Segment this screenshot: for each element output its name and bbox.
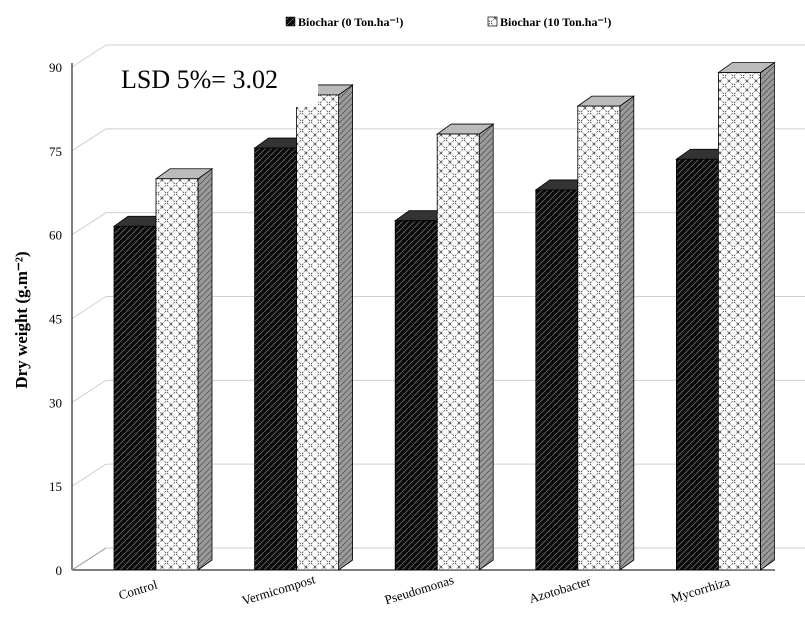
bar-side-light — [619, 95, 635, 571]
bar-light-azotobacter — [577, 105, 621, 571]
x-tick-label: Control — [117, 577, 160, 603]
x-tick-label: Pseudomonas — [383, 572, 456, 607]
x-tick-label: Vermicompost — [240, 571, 317, 608]
bar-dark-pseudomonas — [394, 220, 438, 571]
annotation-background — [112, 55, 318, 107]
y-tick-label: 90 — [49, 60, 62, 75]
bar-side-light — [338, 84, 353, 571]
legend-swatch-0 — [285, 16, 296, 27]
y-tick-label: 75 — [49, 144, 62, 159]
gridline-depth — [71, 296, 107, 319]
bar-light-vermicompost — [296, 94, 340, 571]
bar-dark-vermicompost — [254, 147, 298, 571]
y-tick-label: 45 — [49, 312, 62, 327]
legend-swatch-1 — [487, 16, 498, 27]
bars — [112, 61, 776, 571]
bar-dark-azotobacter — [535, 189, 579, 571]
bar-dark-mycorrhiza — [676, 158, 719, 571]
y-axis-label: Dry weight (g.m⁻²) — [12, 251, 31, 388]
bar-side-light — [478, 123, 494, 571]
gridline-depth — [71, 379, 107, 403]
floor-edge — [71, 547, 107, 571]
lsd-annotation: LSD 5%= 3.02 — [121, 65, 278, 94]
y-tick-label: 60 — [49, 228, 62, 243]
legend: Biochar (0 Ton.ha⁻¹) Biochar (10 Ton.ha⁻… — [285, 15, 611, 29]
gridline-depth — [71, 128, 107, 152]
legend-label-1: Biochar (10 Ton.ha⁻¹) — [500, 15, 611, 29]
x-tick-label: Mycorrhiza — [669, 574, 732, 606]
y-tick-label: 15 — [49, 479, 62, 494]
bar-light-control — [155, 178, 199, 571]
bar-light-pseudomonas — [436, 133, 480, 571]
bar-dark-control — [113, 225, 157, 571]
gridline-depth — [71, 212, 107, 236]
legend-label-0: Biochar (0 Ton.ha⁻¹) — [298, 15, 403, 29]
y-tick-label: 0 — [56, 563, 63, 578]
x-tick-label: Azotobacter — [527, 573, 593, 606]
gridline-depth — [71, 463, 107, 487]
gridline-depth — [71, 44, 107, 68]
bar-side-light — [760, 61, 775, 571]
bar-side-light — [197, 168, 213, 571]
y-tick-label: 30 — [49, 395, 62, 410]
bar-light-mycorrhiza — [718, 72, 761, 571]
